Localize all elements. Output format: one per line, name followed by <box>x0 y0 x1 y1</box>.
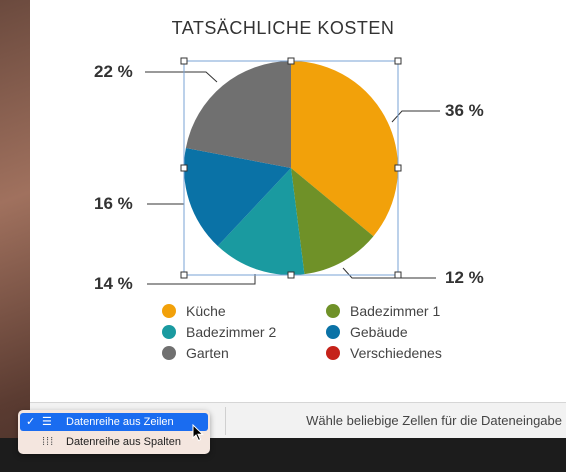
label-gebaeude-percent: 16 % <box>94 194 133 213</box>
resize-handle[interactable] <box>180 57 188 65</box>
leader-line-badezimmer2 <box>147 274 256 285</box>
menu-item-label: Datenreihe aus Spalten <box>66 436 181 448</box>
pie-chart[interactable] <box>0 0 566 402</box>
legend-label: Garten <box>186 345 229 361</box>
label-badezimmer1-percent: 12 % <box>445 268 484 287</box>
data-entry-hint: Wähle beliebige Zellen für die Dateneing… <box>306 413 562 428</box>
legend-label: Badezimmer 2 <box>186 324 277 340</box>
legend-swatch <box>326 325 340 339</box>
menu-item-series-from-rows[interactable]: ✓ ☰ Datenreihe aus Zeilen <box>20 413 208 431</box>
legend-item-garten: Garten <box>162 344 229 362</box>
label-garten-percent: 22 % <box>94 62 133 81</box>
legend-label: Badezimmer 1 <box>350 303 441 319</box>
data-series-popup-menu[interactable]: ✓ ☰ Datenreihe aus Zeilen ⁞⁞⁞ Datenreihe… <box>18 410 210 454</box>
legend-item-badezimmer2: Badezimmer 2 <box>162 323 276 341</box>
pie-slice-badezimmer2[interactable] <box>217 168 305 275</box>
menu-item-label: Datenreihe aus Zeilen <box>66 416 174 428</box>
legend-item-badezimmer1: Badezimmer 1 <box>326 302 440 320</box>
rows-icon: ☰ <box>42 416 52 428</box>
resize-handle[interactable] <box>394 164 402 172</box>
pie-slice-badezimmer1[interactable] <box>291 168 374 275</box>
legend-label: Gebäude <box>350 324 408 340</box>
pie-slice-garten[interactable] <box>185 61 291 168</box>
resize-handle[interactable] <box>180 271 188 279</box>
label-kueche-percent: 36 % <box>445 101 484 120</box>
checkmark-icon: ✓ <box>26 416 36 428</box>
legend-item-verschiedenes: Verschiedenes <box>326 344 442 362</box>
chart-title: TATSÄCHLICHE KOSTEN <box>171 18 395 38</box>
resize-handle[interactable] <box>287 271 295 279</box>
columns-icon: ⁞⁞⁞ <box>42 436 55 448</box>
legend-swatch <box>326 346 340 360</box>
pie-slice-gebaeude[interactable] <box>184 147 291 246</box>
resize-handle[interactable] <box>394 57 402 65</box>
mouse-pointer-icon <box>192 424 204 442</box>
resize-handle[interactable] <box>287 57 295 65</box>
leader-line-garten <box>145 71 218 83</box>
resize-handle[interactable] <box>394 271 402 279</box>
legend-item-gebaeude: Gebäude <box>326 323 408 341</box>
legend-swatch <box>326 304 340 318</box>
bar-divider <box>225 407 226 435</box>
leader-line-kueche <box>391 110 440 123</box>
leader-line-badezimmer1 <box>342 267 436 279</box>
legend-item-kueche: Küche <box>162 302 226 320</box>
legend-label: Küche <box>186 303 226 319</box>
legend-swatch <box>162 346 176 360</box>
menu-item-series-from-columns[interactable]: ⁞⁞⁞ Datenreihe aus Spalten <box>20 433 208 451</box>
legend-swatch <box>162 304 176 318</box>
legend-swatch <box>162 325 176 339</box>
pie-slice-kueche[interactable] <box>291 61 398 237</box>
resize-handle[interactable] <box>180 164 188 172</box>
legend-label: Verschiedenes <box>350 345 442 361</box>
label-badezimmer2-percent: 14 % <box>94 274 133 293</box>
